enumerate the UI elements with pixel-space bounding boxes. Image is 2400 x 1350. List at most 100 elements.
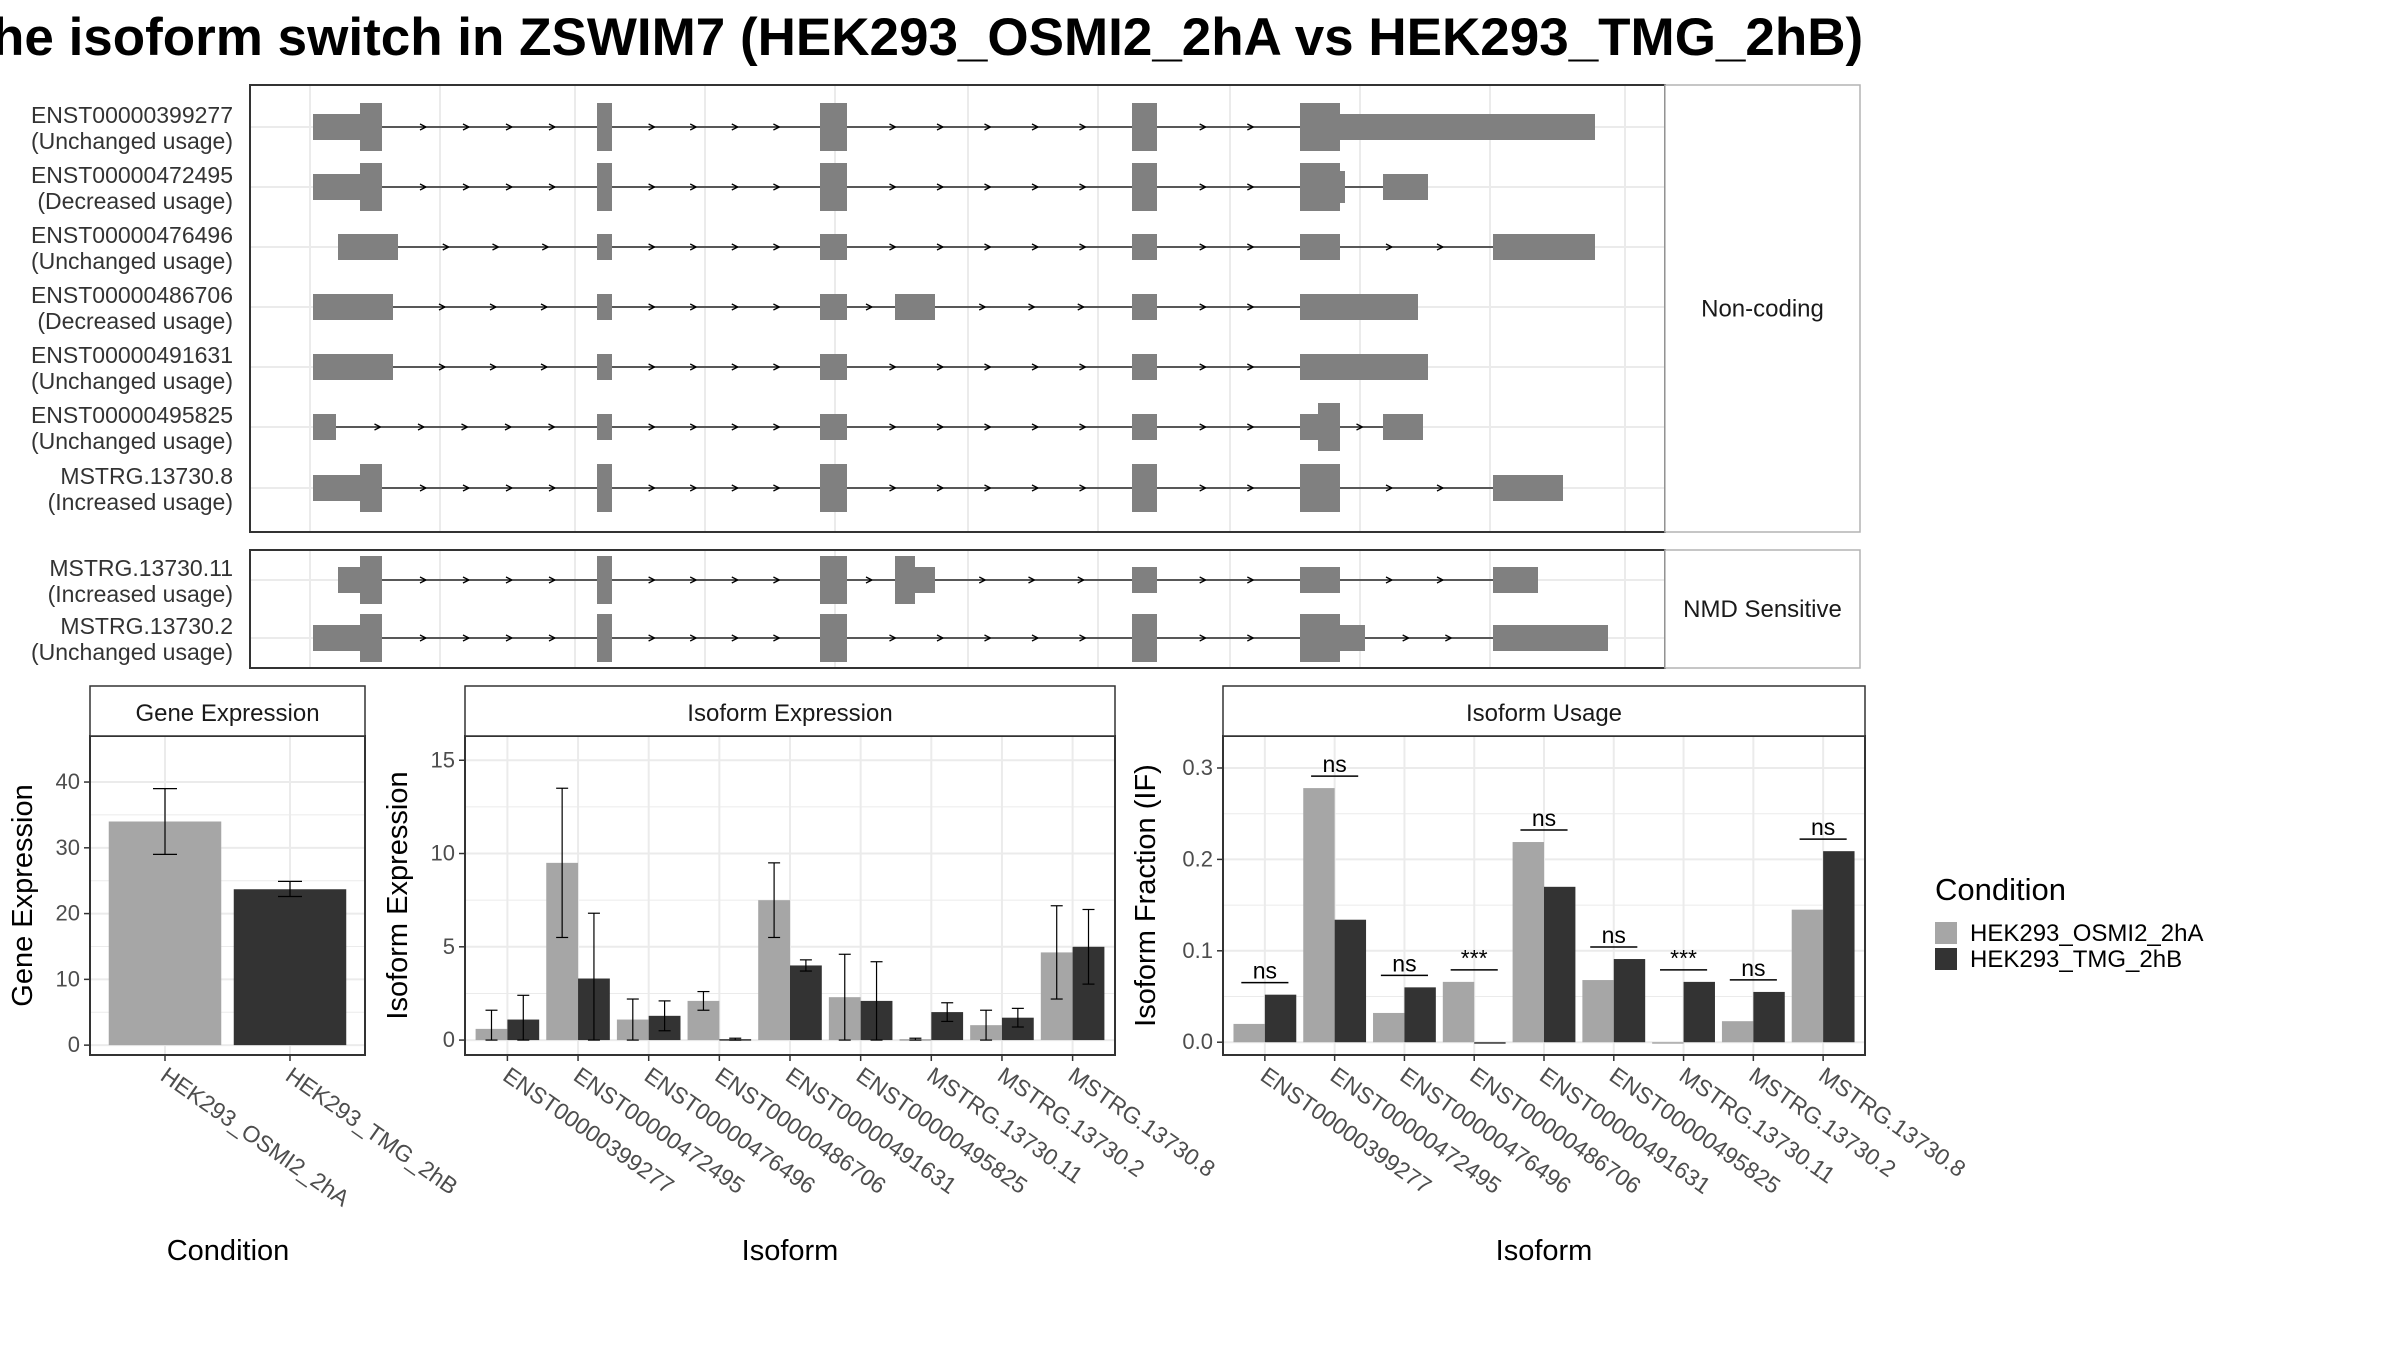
exon-block xyxy=(597,294,612,320)
transcript-usage-label: (Unchanged usage) xyxy=(31,428,233,454)
intron-direction-arrow xyxy=(1445,634,1453,642)
intron-direction-arrow xyxy=(1247,363,1255,371)
exon-block xyxy=(1493,475,1563,501)
intron-direction-arrow xyxy=(773,303,781,311)
intron-direction-arrow xyxy=(731,243,740,251)
intron-direction-arrow xyxy=(1199,123,1208,131)
intron-direction-arrow xyxy=(889,484,897,492)
intron-direction-arrow xyxy=(936,243,945,251)
intron-direction-arrow xyxy=(505,576,514,584)
intron-direction-arrow xyxy=(648,123,657,131)
exon-block xyxy=(1300,294,1418,320)
y-axis-title: Isoform Fraction (IF) xyxy=(1130,764,1162,1027)
intron-direction-arrow xyxy=(1031,123,1040,131)
intron-direction-arrow xyxy=(1031,363,1040,371)
intron-direction-arrow xyxy=(889,243,897,251)
data-bar xyxy=(1721,1021,1754,1043)
intron-direction-arrow xyxy=(648,423,657,431)
exon-block xyxy=(1300,234,1340,260)
exon-block xyxy=(1300,567,1340,593)
data-bar xyxy=(108,821,222,1046)
intron-direction-arrow xyxy=(984,423,992,431)
intron-direction-arrow xyxy=(1079,634,1087,642)
intron-direction-arrow xyxy=(689,303,698,311)
exon-block xyxy=(1300,414,1318,440)
intron-direction-arrow xyxy=(978,576,987,584)
data-bar xyxy=(1373,1012,1405,1043)
intron-direction-arrow xyxy=(648,243,657,251)
intron-direction-arrow xyxy=(731,123,740,131)
intron-direction-arrow xyxy=(773,484,781,492)
data-bar xyxy=(790,965,822,1041)
data-bar xyxy=(233,889,347,1046)
intron-direction-arrow xyxy=(773,634,781,642)
y-tick-label: 10 xyxy=(56,966,80,991)
intron-direction-arrow xyxy=(461,423,469,431)
intron-direction-arrow xyxy=(773,243,781,251)
y-tick-label: 0 xyxy=(443,1027,455,1052)
exon-block xyxy=(820,234,847,260)
bar-panel-title: Gene Expression xyxy=(135,700,319,727)
exon-block xyxy=(313,414,336,440)
significance-label: *** xyxy=(1670,945,1697,971)
intron-direction-arrow xyxy=(773,363,781,371)
data-bar xyxy=(1823,851,1855,1043)
intron-direction-arrow xyxy=(1199,634,1208,642)
intron-direction-arrow xyxy=(462,576,471,584)
data-bar xyxy=(1303,788,1335,1043)
figure-title: he isoform switch in ZSWIM7 (HEK293_OSMI… xyxy=(0,8,1863,67)
intron-direction-arrow xyxy=(1079,484,1087,492)
intron-direction-arrow xyxy=(773,183,781,191)
bar-panel-title: Isoform Usage xyxy=(1466,700,1622,727)
transcript-usage-label: (Increased usage) xyxy=(48,489,233,515)
intron-direction-arrow xyxy=(505,123,514,131)
intron-direction-arrow xyxy=(889,183,897,191)
intron-direction-arrow xyxy=(889,634,897,642)
transcript-id-label: ENST00000476496 xyxy=(31,222,233,248)
exon-block xyxy=(313,475,360,501)
transcript-MSTRG.13730.8: MSTRG.13730.8(Increased usage) xyxy=(48,463,1563,515)
intron-direction-arrow xyxy=(1247,484,1255,492)
transcript-ENST00000491631: ENST00000491631(Unchanged usage) xyxy=(31,342,1428,394)
data-bar xyxy=(1264,994,1297,1043)
exon-block xyxy=(597,614,612,662)
intron-direction-arrow xyxy=(1031,634,1040,642)
data-bar xyxy=(1442,981,1475,1043)
intron-direction-arrow xyxy=(1356,423,1364,431)
exon-block xyxy=(313,625,360,651)
exon-block xyxy=(313,174,360,200)
intron-direction-arrow xyxy=(419,634,428,642)
structure-group-1: MSTRG.13730.11(Increased usage)MSTRG.137… xyxy=(31,549,1861,669)
intron-direction-arrow xyxy=(731,183,740,191)
exon-block xyxy=(820,294,847,320)
intron-direction-arrow xyxy=(1031,183,1040,191)
transcript-id-label: MSTRG.13730.11 xyxy=(49,555,233,581)
intron-direction-arrow xyxy=(1031,423,1040,431)
intron-direction-arrow xyxy=(1079,243,1087,251)
intron-direction-arrow xyxy=(1247,183,1255,191)
transcript-id-label: MSTRG.13730.2 xyxy=(60,613,233,639)
intron-direction-arrow xyxy=(731,363,740,371)
intron-direction-arrow xyxy=(936,183,945,191)
exon-block xyxy=(338,567,360,593)
exon-block xyxy=(1132,464,1157,512)
structure-panel-background xyxy=(250,550,1665,668)
significance-label: ns xyxy=(1392,950,1416,976)
exon-block xyxy=(1318,403,1340,451)
transcript-id-label: ENST00000399277 xyxy=(31,102,233,128)
x-axis-title: Condition xyxy=(167,1235,290,1267)
intron-direction-arrow xyxy=(419,576,428,584)
intron-direction-arrow xyxy=(548,484,557,492)
exon-block xyxy=(1493,625,1608,651)
intron-direction-arrow xyxy=(731,423,740,431)
data-bar xyxy=(1404,987,1436,1043)
exon-block xyxy=(360,464,382,512)
intron-direction-arrow xyxy=(1079,363,1087,371)
exon-block xyxy=(1383,174,1428,200)
intron-direction-arrow xyxy=(540,363,549,371)
exon-block xyxy=(820,464,847,512)
intron-direction-arrow xyxy=(978,303,987,311)
x-axis-title: Isoform xyxy=(742,1235,839,1267)
legend-key-swatch xyxy=(1935,922,1957,944)
